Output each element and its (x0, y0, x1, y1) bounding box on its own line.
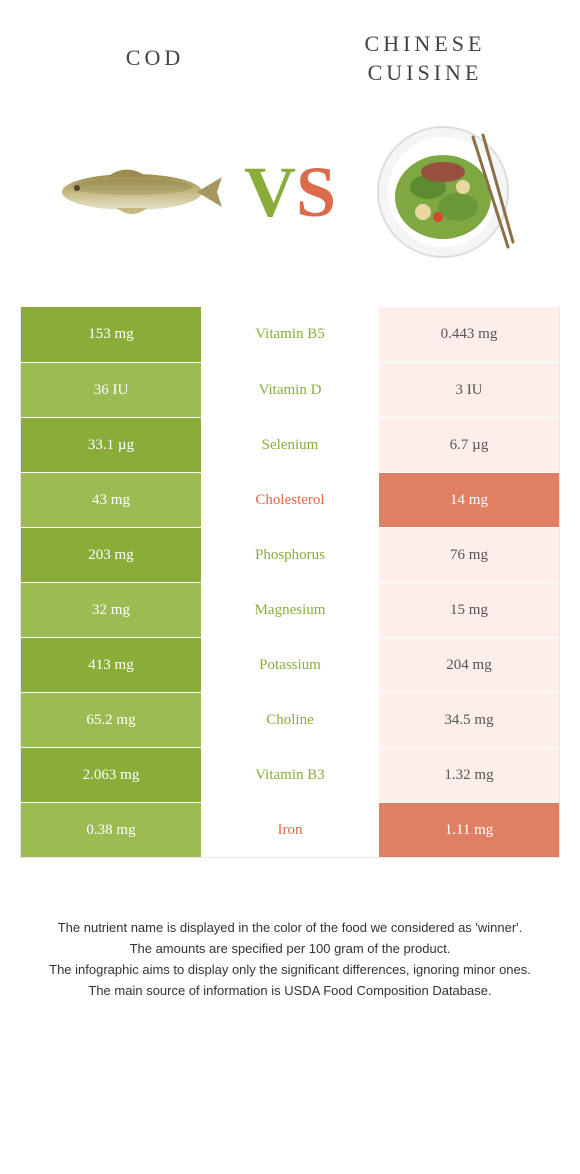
right-value: 34.5 mg (379, 693, 559, 747)
left-value: 2.063 mg (21, 748, 201, 802)
left-value: 32 mg (21, 583, 201, 637)
table-row: 2.063 mgVitamin B31.32 mg (21, 747, 559, 802)
right-food-image (336, 117, 550, 267)
right-title-line2: CUISINE (290, 59, 560, 88)
nutrient-name: Iron (201, 803, 379, 857)
table-row: 43 mgCholesterol14 mg (21, 472, 559, 527)
bowl-icon (368, 117, 518, 267)
left-value: 65.2 mg (21, 693, 201, 747)
nutrient-name: Potassium (201, 638, 379, 692)
left-value: 153 mg (21, 307, 201, 362)
left-value: 0.38 mg (21, 803, 201, 857)
left-value: 203 mg (21, 528, 201, 582)
table-row: 0.38 mgIron1.11 mg (21, 802, 559, 857)
left-value: 33.1 µg (21, 418, 201, 472)
footer-line: The main source of information is USDA F… (40, 981, 540, 1002)
nutrient-name: Vitamin B5 (201, 307, 379, 362)
footer-line: The infographic aims to display only the… (40, 960, 540, 981)
table-row: 203 mgPhosphorus76 mg (21, 527, 559, 582)
right-value: 1.11 mg (379, 803, 559, 857)
right-value: 1.32 mg (379, 748, 559, 802)
footer-line: The nutrient name is displayed in the co… (40, 918, 540, 939)
vs-label: VS (244, 151, 336, 234)
left-value: 36 IU (21, 363, 201, 417)
nutrient-name: Phosphorus (201, 528, 379, 582)
right-value: 76 mg (379, 528, 559, 582)
nutrient-name: Choline (201, 693, 379, 747)
infographic-container: COD CHINESE CUISINE (0, 0, 580, 1021)
right-value: 0.443 mg (379, 307, 559, 362)
right-value: 14 mg (379, 473, 559, 527)
table-row: 32 mgMagnesium15 mg (21, 582, 559, 637)
table-row: 413 mgPotassium204 mg (21, 637, 559, 692)
right-value: 3 IU (379, 363, 559, 417)
footer-notes: The nutrient name is displayed in the co… (20, 918, 560, 1001)
table-row: 33.1 µgSelenium6.7 µg (21, 417, 559, 472)
left-title-block: COD (20, 44, 290, 73)
right-value: 15 mg (379, 583, 559, 637)
nutrient-table: 153 mgVitamin B50.443 mg36 IUVitamin D3 … (20, 307, 560, 858)
left-value: 413 mg (21, 638, 201, 692)
vs-s: S (296, 152, 336, 232)
left-food-image (30, 152, 244, 232)
table-row: 65.2 mgCholine34.5 mg (21, 692, 559, 747)
right-value: 6.7 µg (379, 418, 559, 472)
right-title-line1: CHINESE (290, 30, 560, 59)
vs-v: V (244, 152, 296, 232)
left-title: COD (20, 44, 290, 73)
fish-icon (47, 152, 227, 232)
header-row: COD CHINESE CUISINE (20, 30, 560, 87)
nutrient-name: Cholesterol (201, 473, 379, 527)
nutrient-name: Magnesium (201, 583, 379, 637)
table-row: 153 mgVitamin B50.443 mg (21, 307, 559, 362)
table-row: 36 IUVitamin D3 IU (21, 362, 559, 417)
right-title-block: CHINESE CUISINE (290, 30, 560, 87)
nutrient-name: Vitamin B3 (201, 748, 379, 802)
nutrient-name: Selenium (201, 418, 379, 472)
footer-line: The amounts are specified per 100 gram o… (40, 939, 540, 960)
hero-row: VS (20, 117, 560, 267)
left-value: 43 mg (21, 473, 201, 527)
right-value: 204 mg (379, 638, 559, 692)
nutrient-name: Vitamin D (201, 363, 379, 417)
